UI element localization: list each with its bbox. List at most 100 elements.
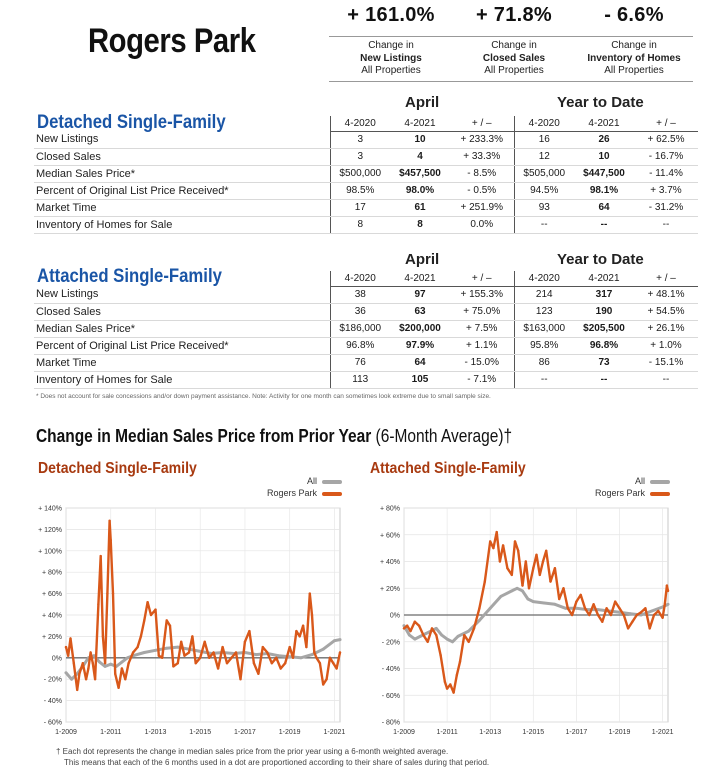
data-point: [413, 637, 417, 641]
data-point: [558, 597, 561, 601]
table-cell: - 8.5%: [450, 165, 514, 183]
chart-title-detached: Detached Single-Family: [38, 460, 197, 477]
data-point: [157, 654, 160, 657]
data-point: [109, 662, 113, 666]
table-cell: 86: [513, 354, 574, 372]
data-point: [142, 651, 146, 654]
table-cell: 61: [390, 199, 450, 217]
table-cell: 95.8%: [513, 337, 574, 355]
data-point: [483, 580, 486, 583]
data-point: [521, 589, 524, 593]
legend-all-swatch: [650, 479, 670, 484]
table-cell: --: [634, 216, 698, 234]
data-point: [288, 655, 292, 659]
table-row: Market Time 17 61 + 251.9% 93 64- 31.2%: [34, 199, 698, 217]
table-row: Inventory of Homes for Sale 113 105- 7.1% -…: [34, 371, 698, 389]
column-header: 4-2020: [329, 116, 390, 132]
table-cell: - 15.1%: [634, 354, 698, 372]
table-cell: 16: [513, 131, 574, 149]
data-point: [666, 602, 670, 606]
data-point: [661, 616, 664, 619]
data-point: [199, 656, 202, 659]
data-point: [298, 635, 301, 638]
table-cell: 317: [574, 286, 634, 304]
table-cell: 10: [390, 131, 450, 149]
data-point: [542, 601, 546, 605]
x-tick-label: 1-2017: [234, 729, 256, 736]
data-point: [440, 633, 444, 637]
table-cell: 97: [390, 286, 450, 304]
data-point: [216, 667, 220, 670]
data-point: [524, 560, 527, 563]
data-point: [413, 620, 416, 623]
x-tick-label: 1-2013: [145, 729, 167, 736]
summary-line1: Change in: [611, 40, 657, 51]
table-cell: - 16.7%: [634, 148, 698, 166]
table-cell: 36: [329, 303, 390, 321]
data-point: [478, 607, 481, 610]
data-point: [191, 635, 194, 638]
bottom-note-line2: This means that each of the 6 months use…: [64, 758, 490, 767]
table-row: New Listings 38 97 + 155.3% 214 317 + 48.1%: [34, 286, 698, 304]
table-cell: 3: [329, 131, 390, 149]
data-point: [75, 672, 79, 676]
data-point: [120, 660, 124, 664]
data-point: [126, 656, 129, 660]
data-point: [648, 627, 651, 630]
data-point: [409, 629, 412, 633]
table-cell: $500,000: [329, 165, 390, 183]
table-cell: 10: [574, 148, 634, 166]
column-header: + / –: [450, 116, 514, 132]
data-point: [435, 633, 438, 637]
table-row: Closed Sales 36 63 + 75.0% 123 190 + 54.5%: [34, 303, 698, 321]
data-point: [64, 645, 68, 649]
legend-detached: All Rogers Park: [240, 476, 342, 498]
table-cell: 63: [390, 303, 450, 321]
table-cell: $505,000: [513, 165, 574, 183]
data-point: [495, 530, 498, 534]
y-tick-label: 0%: [52, 655, 62, 662]
summary-inventory: - 6.6% Change in Inventory of Homes All Pr…: [575, 4, 693, 82]
data-point: [652, 613, 656, 617]
data-point: [165, 619, 168, 622]
data-point: [120, 667, 124, 670]
legend-local-label: Rogers Park: [266, 488, 317, 498]
y-tick-label: + 40%: [380, 559, 400, 566]
data-point: [325, 678, 328, 681]
data-point: [456, 635, 460, 638]
ytd-header: Year to Date: [557, 251, 644, 268]
y-tick-label: + 40%: [42, 613, 62, 620]
summary-scope: All Properties: [484, 65, 544, 76]
data-point: [631, 620, 634, 623]
row-label: Market Time: [34, 354, 330, 372]
data-point: [517, 549, 520, 552]
chart-attached: + 80% + 60% + 40% + 20% 0% - 20% - 40% - 60% - 8…: [380, 506, 674, 737]
data-point: [614, 600, 617, 603]
data-point: [172, 665, 175, 668]
data-point: [284, 662, 287, 665]
data-point: [301, 624, 305, 627]
summary-metric: Inventory of Homes: [587, 52, 681, 64]
legend-local-swatch: [650, 491, 670, 496]
y-tick-label: - 60%: [44, 720, 62, 727]
y-tick-label: + 120%: [38, 527, 62, 534]
y-tick-label: - 40%: [382, 666, 400, 673]
row-label: New Listings: [34, 131, 330, 149]
data-point: [639, 613, 643, 617]
page-title: Rogers Park: [88, 22, 256, 60]
data-point: [305, 645, 308, 649]
table-cell: $447,500: [574, 165, 634, 183]
x-tick-label: 1-2017: [566, 729, 588, 736]
data-point: [570, 613, 574, 617]
data-point: [72, 662, 76, 665]
table-row: Median Sales Price* $500,000 $457,500- 8.5…: [34, 165, 698, 183]
data-point: [521, 584, 524, 587]
data-point: [445, 637, 449, 641]
x-tick-label: 1-2019: [609, 729, 631, 736]
column-header: + / –: [450, 271, 514, 287]
data-point: [261, 645, 264, 649]
data-point: [666, 589, 670, 593]
attached-title: Attached Single-Family: [37, 266, 222, 287]
data-point: [588, 613, 591, 617]
data-point: [478, 619, 481, 622]
